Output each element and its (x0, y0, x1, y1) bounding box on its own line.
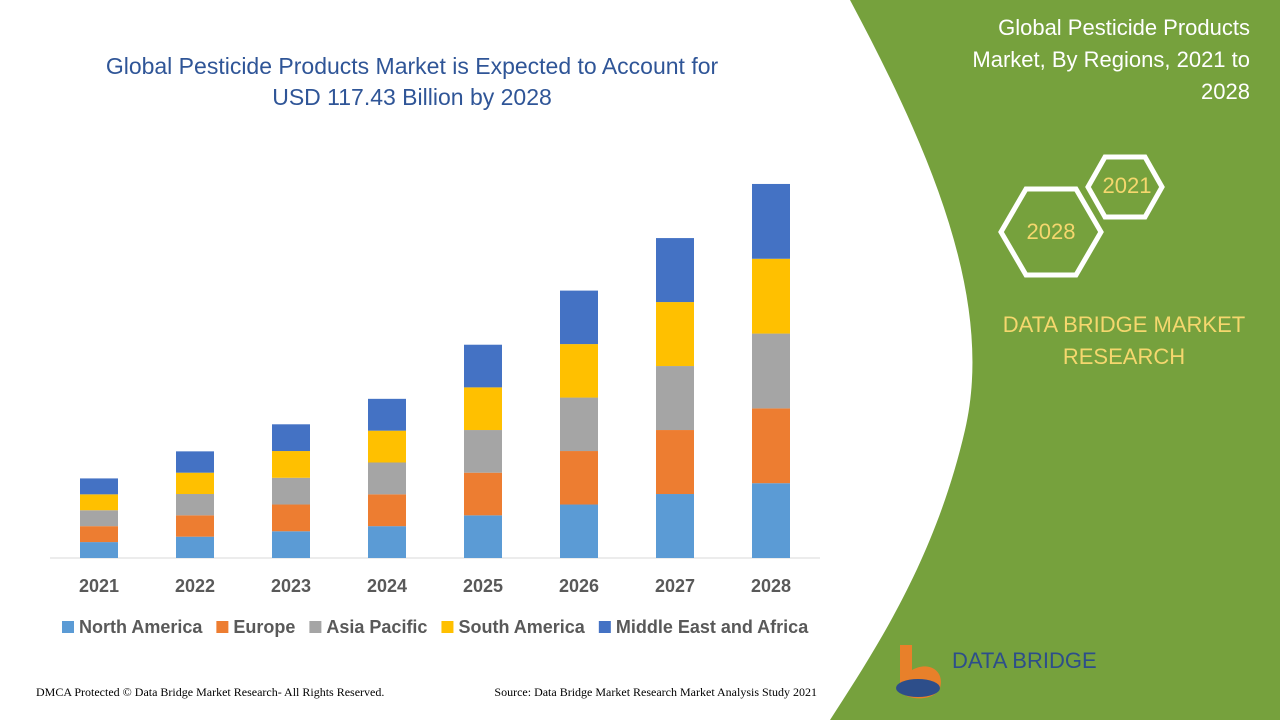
bar-segment (560, 504, 598, 558)
side-panel (830, 0, 1280, 720)
legend-swatch (309, 621, 322, 633)
bar-segment (368, 526, 406, 558)
bar-segment (752, 408, 790, 484)
legend-swatch (62, 621, 74, 633)
bar-segment (176, 536, 214, 558)
x-tick-label: 2027 (655, 576, 695, 596)
side-title: 2028 (1201, 79, 1250, 104)
bar-segment (176, 515, 214, 537)
bar-segment (752, 333, 790, 409)
x-tick-label: 2028 (751, 576, 791, 596)
bar-segment (752, 183, 790, 259)
bar-segment (272, 504, 310, 532)
hex-label: 2028 (1027, 219, 1076, 244)
bar-segment (80, 478, 118, 495)
side-title: Global Pesticide Products (998, 15, 1250, 40)
x-tick-label: 2023 (271, 576, 311, 596)
hexagon (998, 186, 1104, 278)
legend-label: North America (79, 617, 203, 637)
legend-swatch (441, 621, 454, 633)
bar-segment (464, 430, 502, 473)
x-tick-label: 2026 (559, 576, 599, 596)
bar-segment (464, 344, 502, 388)
logo-mark (896, 679, 940, 697)
bar-segment (80, 510, 118, 527)
bar-segment (464, 387, 502, 431)
footer-text: Source: Data Bridge Market Research Mark… (494, 685, 817, 699)
bar-segment (80, 526, 118, 543)
bar-segment (368, 430, 406, 463)
bar-segment (272, 531, 310, 558)
bar-segment (560, 451, 598, 505)
legend-label: South America (458, 617, 585, 637)
bar-segment (272, 477, 310, 505)
bar-segment (176, 472, 214, 495)
bar-segment (560, 397, 598, 452)
bar-segment (752, 483, 790, 558)
legend-label: Middle East and Africa (616, 617, 809, 637)
bar-segment (560, 290, 598, 345)
bar-segment (656, 366, 694, 431)
bar-segment (368, 494, 406, 527)
side-title: Market, By Regions, 2021 to (972, 47, 1250, 72)
hexagon (1085, 154, 1165, 220)
brand-text: RESEARCH (1063, 344, 1185, 369)
x-tick-label: 2021 (79, 576, 119, 596)
chart-subtitle: USD 117.43 Billion by 2028 (272, 84, 552, 110)
chart-title: Global Pesticide Products Market is Expe… (106, 53, 719, 79)
x-tick-label: 2025 (463, 576, 503, 596)
legend-swatch (216, 621, 229, 633)
bar-segment (176, 451, 214, 473)
legend-label: Asia Pacific (326, 617, 427, 637)
bar-segment (464, 472, 502, 516)
bar-segment (656, 430, 694, 495)
hex-label: 2021 (1103, 173, 1152, 198)
legend-label: Europe (233, 617, 295, 637)
bar-segment (80, 542, 118, 558)
bar-segment (272, 451, 310, 478)
bar-segment (560, 344, 598, 398)
bar-segment (752, 258, 790, 334)
brand-text: DATA BRIDGE MARKET (1003, 312, 1245, 337)
bar-segment (656, 238, 694, 303)
bar-segment (272, 424, 310, 452)
bar-segment (80, 494, 118, 511)
bar-segment (176, 494, 214, 516)
bar-segment (656, 302, 694, 367)
bar-segment (368, 398, 406, 431)
logo: DATA BRIDGE (896, 645, 1097, 699)
bar-segment (656, 494, 694, 558)
bar-segment (464, 515, 502, 558)
x-tick-label: 2024 (367, 576, 407, 596)
logo-text: DATA BRIDGE (952, 648, 1097, 673)
footer-text: DMCA Protected © Data Bridge Market Rese… (36, 685, 384, 699)
legend-swatch (598, 621, 611, 633)
bar-segment (368, 462, 406, 495)
x-tick-label: 2022 (175, 576, 215, 596)
